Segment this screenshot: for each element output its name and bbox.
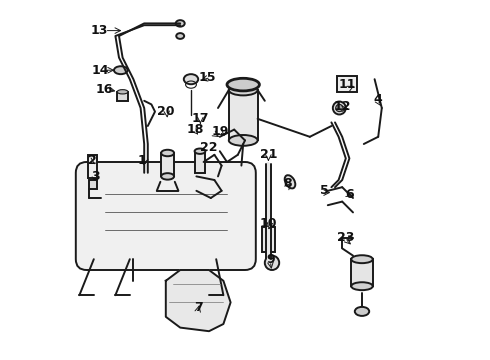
Ellipse shape	[184, 74, 198, 84]
Text: 3: 3	[91, 170, 100, 183]
Bar	[195, 151, 205, 173]
Bar	[88, 155, 98, 178]
Text: 1: 1	[138, 154, 147, 167]
Ellipse shape	[227, 78, 259, 91]
Ellipse shape	[195, 149, 205, 154]
Text: 14: 14	[92, 64, 109, 77]
Text: 20: 20	[157, 105, 174, 118]
FancyBboxPatch shape	[76, 162, 256, 270]
Ellipse shape	[285, 175, 295, 188]
Circle shape	[333, 102, 346, 114]
Circle shape	[336, 104, 343, 112]
Text: 10: 10	[260, 217, 277, 230]
Ellipse shape	[351, 255, 373, 263]
Bar	[337, 76, 357, 92]
Text: 19: 19	[211, 125, 228, 138]
Text: 4: 4	[374, 93, 383, 105]
Ellipse shape	[176, 33, 184, 39]
Text: 12: 12	[334, 100, 351, 113]
Text: 5: 5	[320, 184, 329, 197]
Text: 21: 21	[260, 148, 277, 161]
Text: 7: 7	[194, 301, 202, 314]
Text: 18: 18	[187, 123, 204, 136]
Text: 6: 6	[345, 188, 354, 201]
Text: 22: 22	[200, 141, 218, 154]
Ellipse shape	[161, 173, 174, 180]
Text: 23: 23	[337, 231, 354, 244]
Ellipse shape	[229, 85, 258, 95]
Bar	[90, 180, 98, 189]
Text: 16: 16	[96, 83, 113, 96]
Ellipse shape	[114, 66, 127, 74]
Bar	[117, 92, 128, 101]
Ellipse shape	[117, 90, 128, 94]
Ellipse shape	[229, 135, 258, 146]
Bar	[262, 227, 274, 252]
Text: 17: 17	[191, 112, 209, 125]
Bar	[161, 153, 174, 176]
Text: 9: 9	[266, 253, 274, 266]
Ellipse shape	[351, 282, 373, 290]
Bar	[351, 259, 373, 286]
Ellipse shape	[176, 20, 185, 27]
Circle shape	[265, 256, 279, 270]
Ellipse shape	[161, 150, 174, 156]
Polygon shape	[166, 270, 231, 331]
Text: 8: 8	[283, 177, 292, 190]
Ellipse shape	[355, 307, 369, 316]
Text: 11: 11	[339, 78, 356, 91]
Text: 15: 15	[198, 71, 216, 84]
Bar	[229, 90, 258, 140]
Text: 2: 2	[88, 154, 97, 167]
Text: 13: 13	[91, 24, 108, 37]
